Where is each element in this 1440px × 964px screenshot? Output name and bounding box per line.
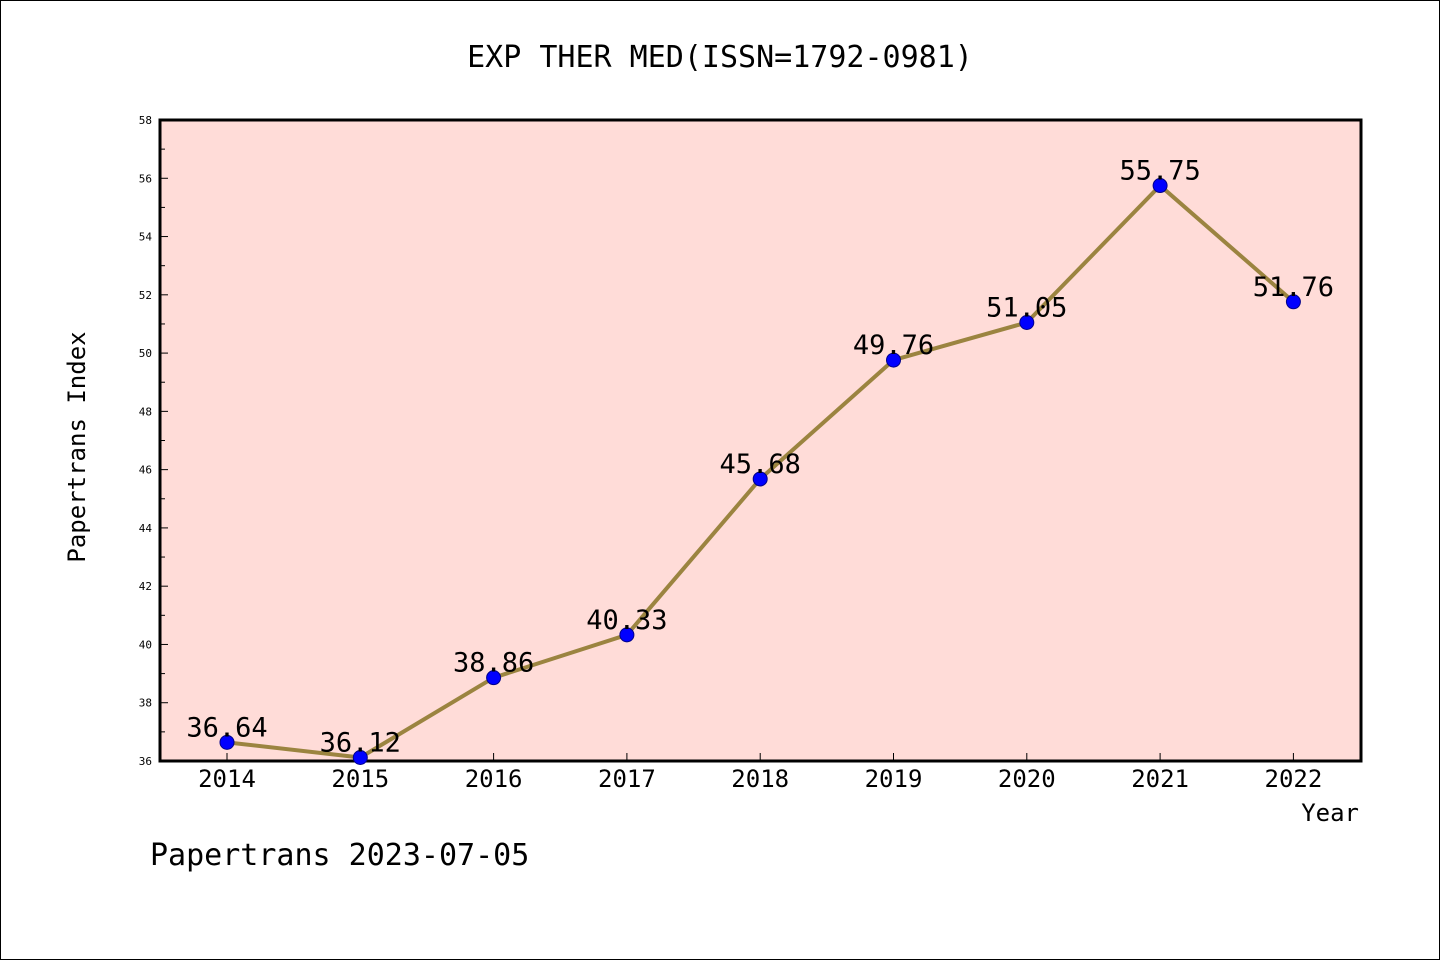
- footer-caption: Papertrans 2023-07-05: [150, 838, 529, 873]
- markers-group: [219, 178, 1301, 766]
- y-tick-label: 50: [139, 347, 152, 360]
- x-tick-label: 2015: [331, 765, 389, 793]
- data-label: 49.76: [853, 330, 934, 361]
- x-tick-label: 2016: [465, 765, 523, 793]
- x-axis-label: Year: [1301, 799, 1359, 827]
- y-tick-label: 52: [139, 289, 152, 302]
- x-tick-label: 2019: [865, 765, 923, 793]
- chart-title: EXP THER MED(ISSN=1792-0981): [467, 40, 973, 75]
- y-tick-label: 36: [139, 755, 152, 768]
- x-tick-label: 2021: [1131, 765, 1189, 793]
- y-axis: 36 38 40 42 44 46 48 50 52 54 56 58: [139, 114, 168, 768]
- data-label: 36.12: [320, 728, 401, 759]
- data-label: 36.64: [186, 712, 267, 743]
- data-label: 51.05: [986, 292, 1067, 323]
- data-point: [886, 352, 901, 368]
- x-tick-label: 2014: [198, 765, 256, 793]
- y-tick-label: 58: [139, 114, 152, 127]
- x-tick-label: 2017: [598, 765, 656, 793]
- x-tick-label: 2022: [1265, 765, 1323, 793]
- data-label: 55.75: [1119, 156, 1200, 187]
- y-tick-label: 40: [139, 638, 152, 651]
- plot-area: [158, 118, 1363, 763]
- y-tick-label: 44: [139, 522, 153, 535]
- y-tick-label: 38: [139, 697, 152, 710]
- data-label: 38.86: [453, 648, 534, 679]
- data-point: [219, 734, 235, 750]
- x-tick-label: 2020: [998, 765, 1056, 793]
- y-tick-label: 56: [139, 172, 152, 185]
- data-label: 40.33: [586, 605, 667, 636]
- data-point: [1285, 294, 1301, 310]
- data-point: [619, 627, 635, 643]
- y-tick-label: 48: [139, 405, 152, 418]
- data-point: [1019, 314, 1035, 330]
- data-point: [352, 750, 368, 766]
- data-point: [486, 670, 502, 686]
- data-label: 51.76: [1253, 272, 1334, 303]
- data-point: [1152, 178, 1168, 194]
- y-tick-label: 54: [139, 231, 153, 244]
- data-point: [752, 471, 768, 487]
- data-label: 45.68: [720, 449, 801, 480]
- y-axis-label: Papertrans Index: [63, 331, 91, 562]
- x-tick-label: 2018: [731, 765, 789, 793]
- data-labels-group: 36.64 36.12 38.86 40.33 45.68 49.76 51.05 55.75…: [186, 156, 1334, 759]
- x-axis: 2014 2015 2016 2017 2018 2019 2020 2021 2022: [198, 753, 1322, 793]
- y-tick-label: 42: [139, 580, 152, 593]
- y-tick-label: 46: [139, 464, 152, 477]
